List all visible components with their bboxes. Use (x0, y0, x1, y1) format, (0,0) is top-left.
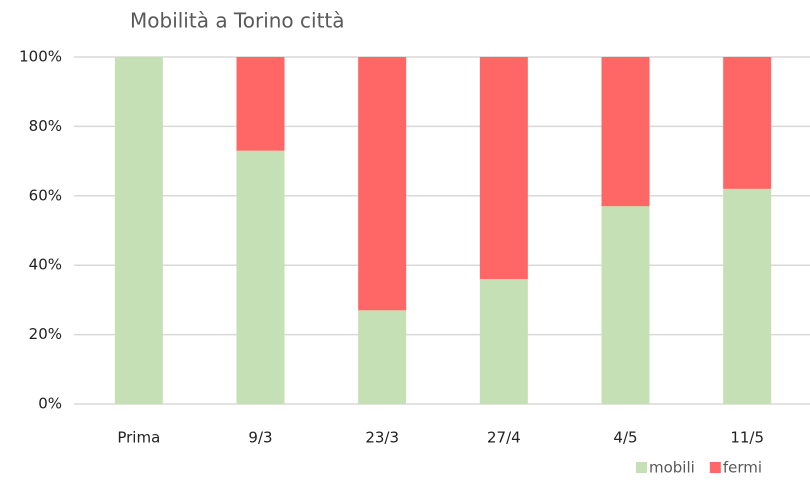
x-tick-label: 27/4 (487, 429, 521, 447)
bar-segment (358, 310, 407, 404)
legend-label: mobili (649, 459, 695, 477)
bar-segment (358, 57, 407, 311)
x-tick-label: 4/5 (613, 429, 637, 447)
x-tick-label: 9/3 (248, 429, 272, 447)
y-tick-label: 0% (38, 395, 62, 413)
legend-label: fermi (723, 459, 762, 477)
bar-segment (723, 57, 772, 189)
legend-swatch (636, 462, 647, 473)
y-tick-label: 100% (19, 48, 62, 66)
x-tick-label: 23/3 (365, 429, 399, 447)
bar-segment (479, 279, 528, 404)
x-tick-label: Prima (117, 429, 160, 447)
y-tick-label: 20% (29, 325, 62, 343)
legend-swatch (709, 462, 721, 473)
bar-segment (723, 188, 772, 404)
y-tick-label: 80% (29, 117, 62, 135)
bar-segment (601, 206, 650, 404)
bar-segment (479, 57, 528, 280)
y-tick-label: 40% (29, 256, 62, 274)
bar-segment (236, 150, 285, 404)
x-tick-label: 11/5 (730, 429, 764, 447)
bar-segment (236, 57, 285, 151)
bar-segment (601, 57, 650, 207)
chart-title: Mobilità a Torino città (130, 9, 345, 33)
y-tick-label: 60% (29, 186, 62, 204)
bar-segment (114, 57, 163, 404)
